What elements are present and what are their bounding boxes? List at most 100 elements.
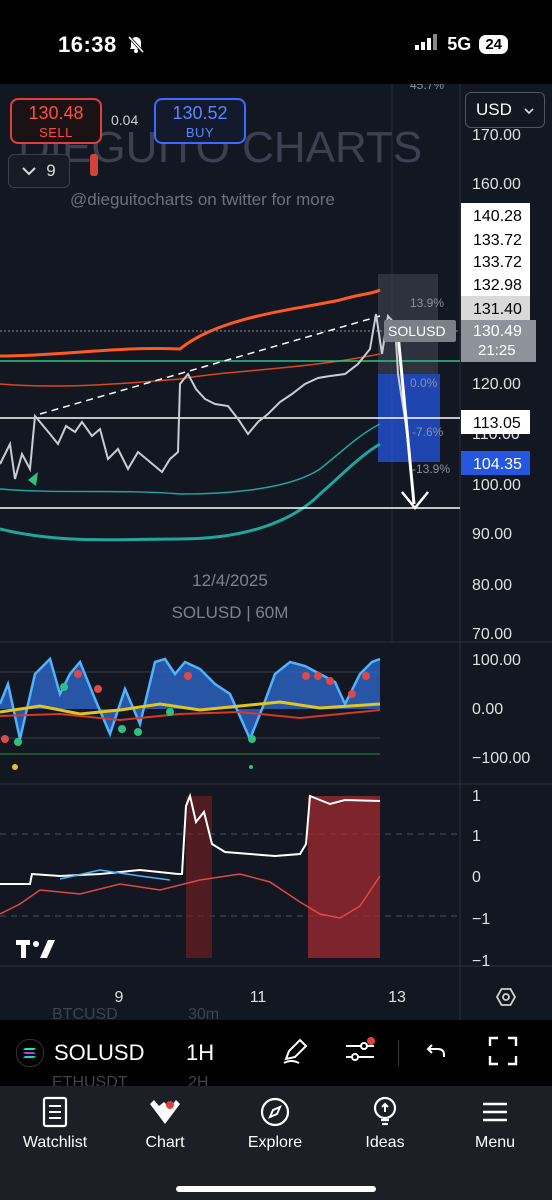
price-label-box-4 xyxy=(461,272,530,296)
red-zone-1 xyxy=(186,796,212,958)
buy-label: BUY xyxy=(185,125,215,140)
time-axis-13: 13 xyxy=(388,989,406,1006)
osc-red-line xyxy=(0,709,381,722)
chevron-down-icon xyxy=(22,161,36,181)
buy-price: 130.52 xyxy=(172,103,228,123)
nav-menu-label: Menu xyxy=(474,1134,516,1151)
lightbulb-icon xyxy=(330,1096,440,1128)
network-type: 5G xyxy=(447,34,472,54)
undo-button[interactable] xyxy=(425,1020,447,1086)
red-zone-2 xyxy=(308,796,380,958)
third-axis-1b: 1 xyxy=(472,828,481,845)
osc-axis-minus-100: −100.00 xyxy=(472,750,530,767)
last-price: 130.49 xyxy=(473,323,522,340)
third-axis-minus-1a: −1 xyxy=(472,911,490,928)
tradingview-logo-icon xyxy=(16,940,55,958)
nav-watchlist[interactable]: Watchlist xyxy=(0,1096,110,1152)
third-axis-minus-1b: −1 xyxy=(472,953,490,970)
watermark-date: 12/4/2025 xyxy=(192,571,268,590)
battery-level: 24 xyxy=(479,35,508,54)
price-label-box-3 xyxy=(461,249,530,273)
fullscreen-icon xyxy=(488,1036,518,1071)
price-label-2: 133.72 xyxy=(473,232,522,249)
drawing-tool-button[interactable] xyxy=(281,1020,309,1086)
symbol-tag-name: SOLUSD xyxy=(388,323,446,339)
buy-button[interactable]: 130.52 BUY xyxy=(154,98,246,144)
nav-chart-label: Chart xyxy=(145,1134,185,1151)
spread-value: 0.04 xyxy=(111,112,139,128)
chart-settings-icon[interactable] xyxy=(495,988,517,1006)
nav-explore[interactable]: Explore xyxy=(220,1096,330,1152)
axis-90: 90.00 xyxy=(472,526,512,543)
indicators-button[interactable] xyxy=(344,1020,376,1086)
fullscreen-button[interactable] xyxy=(488,1020,518,1086)
price-label-3: 133.72 xyxy=(473,254,522,271)
symbol-tag xyxy=(384,320,456,342)
chart-canvas[interactable]: DIEGUITO CHARTS @dieguitocharts on twitt… xyxy=(0,84,552,1020)
nav-menu[interactable]: Menu xyxy=(440,1096,550,1152)
projection-arrow xyxy=(396,333,416,505)
sliders-icon xyxy=(344,1036,376,1070)
chart-icon xyxy=(110,1096,220,1128)
time-axis-11: 11 xyxy=(250,989,267,1006)
indicators-toggle-button[interactable]: 9 xyxy=(8,154,70,188)
fib-low-label: -7.6% xyxy=(412,425,444,439)
price-label-4: 132.98 xyxy=(473,277,522,294)
trend-line xyxy=(39,315,381,415)
ghost-row1-tf: 30m xyxy=(188,1006,220,1023)
axis-120: 120.00 xyxy=(472,376,521,393)
fib-top-partial-label: 45.7% xyxy=(410,84,444,92)
indicators-count: 9 xyxy=(46,161,56,180)
watermark-symbol: SOLUSD | 60M xyxy=(172,603,289,622)
last-price-box xyxy=(461,320,536,362)
currency-select[interactable]: USD xyxy=(465,92,545,128)
alert-marker xyxy=(90,154,98,176)
lower-band-outer xyxy=(0,442,381,542)
compass-icon xyxy=(220,1096,330,1128)
nav-chart[interactable]: Chart xyxy=(110,1096,220,1152)
third-axis-0: 0 xyxy=(472,869,481,886)
sell-button[interactable]: 130.48 SELL xyxy=(10,98,102,144)
chevron-down-icon xyxy=(524,100,534,120)
sell-price: 130.48 xyxy=(28,103,84,123)
nav-ideas-label: Ideas xyxy=(365,1134,405,1151)
nav-ideas[interactable]: Ideas xyxy=(330,1096,440,1152)
third-blue-line xyxy=(59,869,171,881)
nav-watchlist-label: Watchlist xyxy=(22,1134,88,1151)
signal-triangle xyxy=(28,472,38,486)
target-label: 104.35 xyxy=(473,456,522,473)
hamburger-icon xyxy=(440,1096,550,1128)
currency-value: USD xyxy=(476,100,512,119)
lower-band xyxy=(0,423,381,495)
status-bar: 16:38 5G 24 xyxy=(0,0,552,84)
axis-100: 100.00 xyxy=(472,477,521,494)
mid-band-orange xyxy=(0,353,381,387)
third-red-line xyxy=(0,873,381,919)
symbol-selector[interactable]: SOLUSD xyxy=(16,1020,144,1086)
nav-explore-label: Explore xyxy=(247,1134,303,1151)
price-series xyxy=(0,313,411,480)
level-label: 113.05 xyxy=(473,415,521,432)
axis-80: 80.00 xyxy=(472,577,512,594)
arrow-head xyxy=(401,491,429,510)
solana-logo-icon xyxy=(16,1039,44,1067)
timeframe-selector[interactable]: 1H xyxy=(186,1020,214,1086)
osc-axis-0: 0.00 xyxy=(472,701,503,718)
third-axis-1a: 1 xyxy=(472,788,481,805)
ghost-row1-symbol: BTCUSD xyxy=(52,1006,118,1023)
osc-axis-100: 100.00 xyxy=(472,652,521,669)
fib-top-label: 13.9% xyxy=(410,296,444,310)
sell-label: SELL xyxy=(39,125,73,140)
status-right: 5G 24 xyxy=(415,34,508,55)
fib-bottom-label: -13.9% xyxy=(412,462,450,476)
symbol-name: SOLUSD xyxy=(54,1040,145,1065)
chart-area[interactable]: DIEGUITO CHARTS @dieguitocharts on twitt… xyxy=(0,84,552,1020)
osc-line xyxy=(0,656,381,743)
osc-fill xyxy=(0,659,380,739)
time-axis-9: 9 xyxy=(115,989,124,1006)
price-label-box-1 xyxy=(461,203,530,227)
axis-70: 70.00 xyxy=(472,626,512,643)
price-label-box-2 xyxy=(461,227,530,251)
undo-icon xyxy=(425,1041,447,1066)
fib-mid-label: 0.0% xyxy=(410,376,438,390)
